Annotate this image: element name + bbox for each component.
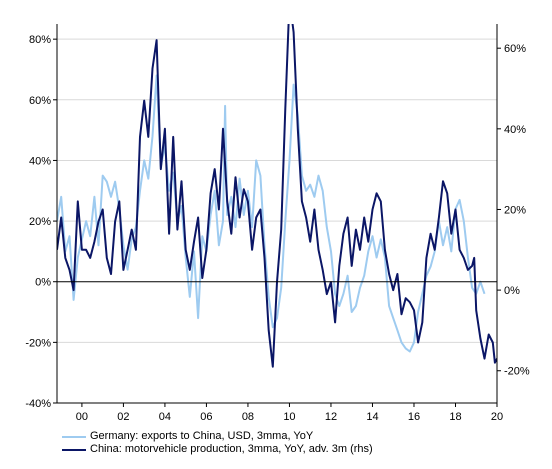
legend-swatch-germany: [62, 435, 86, 438]
ytick-left-label-4: 0%: [35, 277, 51, 289]
xtick-label-8: 16: [408, 411, 420, 423]
ytick-left-label-5: -20%: [25, 337, 51, 349]
grid-lines: [57, 38, 497, 404]
xtick-label-7: 14: [366, 411, 378, 423]
legend-item-germany: Germany: exports to China, USD, 3mma, Yo…: [62, 430, 373, 443]
axes: [53, 24, 501, 407]
xtick-label-1: 02: [117, 411, 129, 423]
legend-item-china: China: motorvehicle production, 3mma, Yo…: [62, 443, 373, 456]
ytick-left-label-3: 20%: [29, 216, 51, 228]
legend-swatch-china: [62, 448, 86, 451]
ytick-right-label-0: 60%: [504, 43, 526, 55]
ytick-right-label-2: 20%: [504, 204, 526, 216]
ytick-right-label-3: 0%: [504, 285, 520, 297]
xtick-label-5: 10: [283, 411, 295, 423]
xtick-label-9: 18: [449, 411, 461, 423]
series-layer: [57, 24, 497, 368]
ytick-left-label-2: 40%: [29, 155, 51, 167]
xtick-label-6: 12: [325, 411, 337, 423]
series-line-0: [57, 74, 486, 353]
ytick-left-label-0: 80%: [29, 34, 51, 46]
xtick-label-2: 04: [159, 411, 171, 423]
legend-label-germany: Germany: exports to China, USD, 3mma, Yo…: [90, 430, 314, 442]
xtick-label-10: 20: [491, 411, 503, 423]
ytick-right-label-1: 40%: [504, 124, 526, 136]
series-line-1: [57, 24, 497, 368]
ytick-right-label-4: -20%: [504, 366, 530, 378]
legend: Germany: exports to China, USD, 3mma, Yo…: [62, 430, 373, 456]
tick-labels: 80% 60% 40% 20% 0% -20% -40% 60% 40% 20% 0% -20% 00 0…: [25, 34, 530, 423]
xtick-label-4: 08: [242, 411, 254, 423]
xtick-label-0: 00: [76, 411, 88, 423]
legend-label-china: China: motorvehicle production, 3mma, Yo…: [90, 443, 373, 455]
ytick-left-label-6: -40%: [25, 398, 51, 410]
ytick-left-label-1: 60%: [29, 95, 51, 107]
xtick-label-3: 06: [200, 411, 212, 423]
